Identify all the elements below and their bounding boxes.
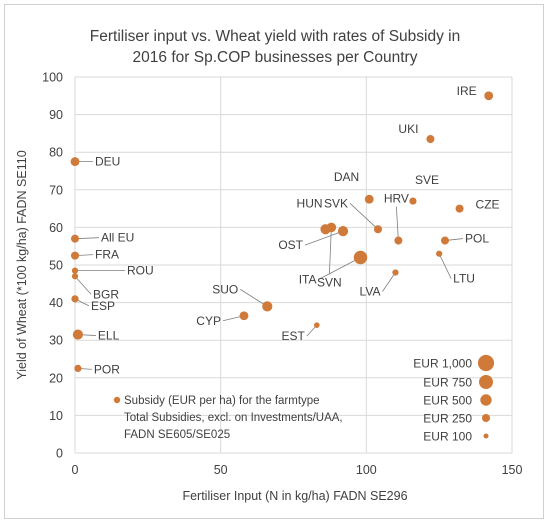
chart-frame [4,4,544,519]
legend-size-marker [480,394,492,406]
legend-size-marker [479,375,493,389]
point-label: CYP [196,314,221,328]
x-tick-label: 0 [72,463,79,477]
point-label: SVE [415,173,439,187]
point-label: EST [281,329,305,343]
chart-title-line-1: Fertiliser input vs. Wheat yield with ra… [90,28,460,45]
leader-line [74,276,92,295]
point-esp [71,295,79,303]
point-label: LTU [453,272,475,286]
chart-title-line-2: 2016 for Sp.COP businesses per Country [133,49,418,66]
point-pol [440,236,450,245]
point-sve [409,197,417,205]
legend-size-label: EUR 500 [423,394,472,408]
point-lva [392,269,399,276]
point-label: ESP [91,299,115,313]
leader-line [304,230,344,246]
leader-line [318,257,361,280]
y-tick-label: 30 [49,334,63,348]
legend-series-label-line-2: Total Subsidies, excl. on Investments/UA… [124,412,343,424]
legend-size-marker [483,433,489,439]
point-label: SVN [317,275,342,289]
leader-line [438,253,452,279]
x-tick-label: 150 [502,463,523,477]
point-ltu [436,250,443,257]
legend-size-label: EUR 750 [423,376,472,390]
y-tick-label: 70 [49,183,63,197]
y-tick-label: 20 [49,371,63,385]
point-label: DAN [334,170,359,184]
point-label: ITA [299,272,317,286]
point-label: POR [94,362,120,376]
point-label: FRA [95,248,119,262]
legend-size-label: EUR 1,000 [413,357,472,371]
point-cyp [239,311,249,321]
point-hrv [394,236,403,245]
legend: Subsidy (EUR per ha) for the farmtype To… [113,354,495,444]
y-tick-label: 80 [49,146,63,160]
point-bgr [71,273,79,280]
legend-size-label: EUR 250 [423,412,472,426]
point-est [314,322,320,328]
y-tick-label: 50 [49,259,63,273]
x-tick-label: 50 [214,463,228,477]
y-tick-label: 0 [56,447,63,461]
legend-series-label-line-3: FADN SE605/SE025 [124,429,230,441]
legend-size-marker [477,354,495,372]
point-deu [70,157,80,167]
y-tick-label: 10 [49,409,63,423]
y-tick-label: 40 [49,296,63,310]
legend-size-marker [481,413,491,423]
point-label: SVK [324,196,348,210]
leader-line [240,289,268,307]
axis-ticks: 0 10 20 30 40 50 60 70 80 90 100 0 50 100 150 [42,71,522,478]
point-label: OST [278,238,303,252]
legend-series-marker [113,396,121,404]
point-label: CZE [476,198,500,212]
legend-series-label-line-1: Subsidy (EUR per ha) for the farmtype [124,395,320,407]
y-tick-label: 100 [42,71,63,85]
point-label: UKI [398,122,418,136]
leader-line [382,272,396,292]
point-rou [71,267,79,274]
point-label: LVA [360,285,381,299]
leader-line [395,206,399,241]
point-por [74,364,82,373]
point-label: POL [465,232,489,246]
point-fra [70,251,80,260]
point-dan [364,194,374,204]
x-tick-label: 100 [356,463,377,477]
point-label: DEU [95,155,120,169]
point-label: ELL [98,329,120,343]
data-points [70,91,494,373]
point-label: IRE [457,84,477,98]
point-cze [455,204,464,213]
point-svn [326,222,337,233]
point-label: ROU [127,264,154,278]
point-label: SUO [212,282,238,296]
point-ost [337,226,349,237]
point-label: HRV [384,192,409,206]
point-all-eu [70,234,80,243]
point-ire [484,91,494,101]
point-uki [426,135,435,144]
leader-line [349,202,379,230]
point-label: HUN [297,196,323,210]
point-svk [373,225,383,234]
point-label: BGR [93,287,119,301]
point-ita [353,250,368,265]
point-label: All EU [101,231,134,245]
x-axis-title: Fertiliser Input (N in kg/ha) FADN SE296 [182,489,407,503]
point-ell [72,329,84,340]
leader-line [328,227,332,275]
y-axis-title: Yield of Wheat (*100 kg/ha) FADN SE110 [15,150,29,379]
y-tick-label: 90 [49,108,63,122]
gridlines [74,76,513,454]
y-tick-label: 60 [49,221,63,235]
point-suo [262,301,273,312]
legend-size-label: EUR 100 [423,430,472,444]
